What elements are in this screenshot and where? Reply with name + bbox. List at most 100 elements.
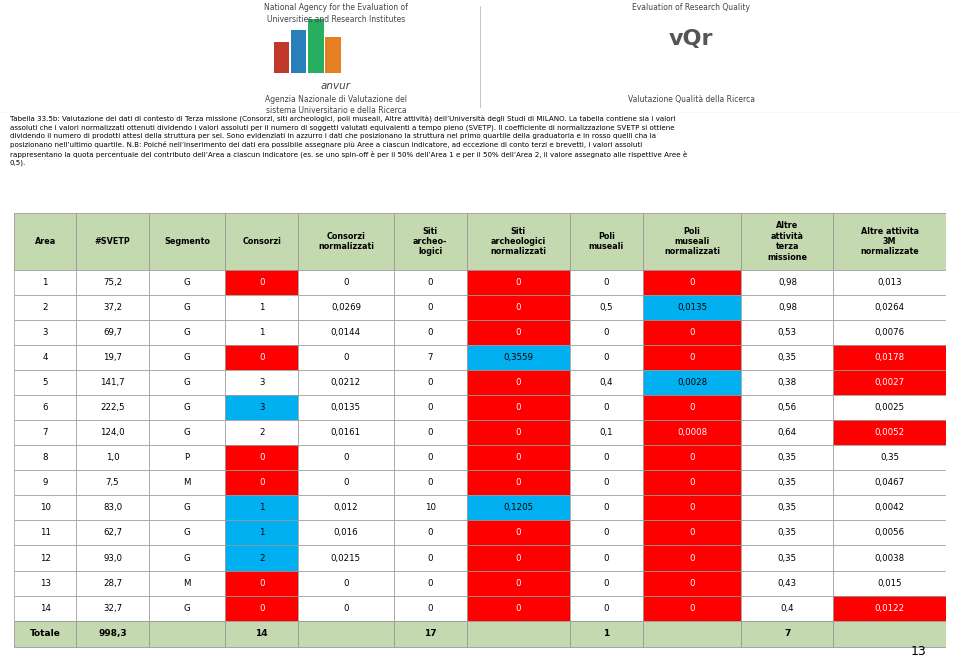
Text: 7,5: 7,5 xyxy=(106,479,119,487)
Bar xyxy=(741,470,833,495)
Text: Poli
museali
normalizzati: Poli museali normalizzati xyxy=(664,227,720,257)
Text: 998,3: 998,3 xyxy=(98,629,127,638)
Bar xyxy=(149,213,226,270)
Bar xyxy=(299,446,394,470)
Bar xyxy=(467,520,569,546)
Text: 0: 0 xyxy=(689,403,695,412)
Bar xyxy=(394,270,467,295)
Text: 83,0: 83,0 xyxy=(103,503,122,512)
Bar xyxy=(642,446,741,470)
Bar xyxy=(642,495,741,520)
Bar xyxy=(467,320,569,345)
Text: 10: 10 xyxy=(39,503,51,512)
Text: 0: 0 xyxy=(427,278,433,287)
Bar xyxy=(299,213,394,270)
Bar xyxy=(149,370,226,395)
Text: 0,0135: 0,0135 xyxy=(677,303,708,312)
Bar xyxy=(569,571,642,595)
Text: 0,015: 0,015 xyxy=(877,579,901,587)
Text: 13: 13 xyxy=(39,579,51,587)
Text: 0: 0 xyxy=(516,378,521,387)
Bar xyxy=(833,370,946,395)
Text: 0: 0 xyxy=(343,479,348,487)
Text: 0: 0 xyxy=(427,403,433,412)
Bar xyxy=(741,320,833,345)
Bar xyxy=(299,270,394,295)
Bar xyxy=(467,395,569,420)
Bar xyxy=(569,345,642,370)
Text: Segmento: Segmento xyxy=(164,237,210,246)
Text: 37,2: 37,2 xyxy=(103,303,122,312)
Text: Poli
museali: Poli museali xyxy=(588,232,624,251)
Text: 0,0212: 0,0212 xyxy=(331,378,361,387)
Bar xyxy=(642,320,741,345)
Bar xyxy=(76,420,149,446)
Text: 0: 0 xyxy=(604,603,609,613)
Text: 0: 0 xyxy=(259,278,265,287)
Bar xyxy=(642,420,741,446)
Text: 7: 7 xyxy=(42,428,48,438)
Text: 0: 0 xyxy=(343,603,348,613)
Text: 0: 0 xyxy=(427,328,433,337)
Bar xyxy=(76,571,149,595)
Bar xyxy=(14,320,76,345)
Text: Evaluation of Research Quality: Evaluation of Research Quality xyxy=(633,3,750,13)
Text: 0: 0 xyxy=(259,479,265,487)
Bar xyxy=(226,495,299,520)
Text: 0,0027: 0,0027 xyxy=(875,378,904,387)
Bar xyxy=(394,345,467,370)
Bar xyxy=(149,621,226,647)
Bar xyxy=(741,213,833,270)
Text: 69,7: 69,7 xyxy=(103,328,122,337)
Text: 0,64: 0,64 xyxy=(778,428,797,438)
Bar xyxy=(76,395,149,420)
Bar xyxy=(149,446,226,470)
Text: Consorzi
normalizzati: Consorzi normalizzati xyxy=(318,232,374,251)
Text: 0: 0 xyxy=(604,554,609,562)
Text: 0,012: 0,012 xyxy=(334,503,358,512)
Text: 93,0: 93,0 xyxy=(103,554,122,562)
Bar xyxy=(394,546,467,571)
Text: 0: 0 xyxy=(516,278,521,287)
Bar xyxy=(226,595,299,621)
Text: G: G xyxy=(183,378,190,387)
Bar xyxy=(14,295,76,320)
Text: 0,35: 0,35 xyxy=(778,453,797,462)
Text: 0: 0 xyxy=(689,579,695,587)
Bar xyxy=(833,320,946,345)
Text: 0: 0 xyxy=(604,528,609,538)
Bar xyxy=(569,395,642,420)
Text: 0: 0 xyxy=(689,554,695,562)
Bar xyxy=(394,370,467,395)
Text: 0,016: 0,016 xyxy=(334,528,358,538)
Text: G: G xyxy=(183,503,190,512)
Text: Consorzi: Consorzi xyxy=(242,237,281,246)
Bar xyxy=(642,295,741,320)
Text: 3: 3 xyxy=(259,378,265,387)
Bar xyxy=(299,595,394,621)
Text: 8: 8 xyxy=(42,453,48,462)
Text: 0: 0 xyxy=(343,453,348,462)
Text: 0,0144: 0,0144 xyxy=(331,328,361,337)
Bar xyxy=(226,395,299,420)
Text: Agenzia Nazionale di Valutazione del
sistema Universitario e della Ricerca: Agenzia Nazionale di Valutazione del sis… xyxy=(265,95,407,115)
Text: 0,38: 0,38 xyxy=(778,378,797,387)
Text: vQr: vQr xyxy=(669,29,713,50)
Text: 0,0042: 0,0042 xyxy=(875,503,904,512)
Bar xyxy=(467,470,569,495)
Bar xyxy=(833,571,946,595)
Bar xyxy=(299,345,394,370)
Bar xyxy=(467,213,569,270)
Bar xyxy=(149,345,226,370)
Text: 0: 0 xyxy=(689,528,695,538)
Text: 0: 0 xyxy=(516,603,521,613)
Bar xyxy=(149,420,226,446)
Text: 222,5: 222,5 xyxy=(100,403,125,412)
Text: 0: 0 xyxy=(259,603,265,613)
Bar xyxy=(149,546,226,571)
Text: 0: 0 xyxy=(516,453,521,462)
Text: 0,98: 0,98 xyxy=(778,278,797,287)
Text: 0: 0 xyxy=(259,453,265,462)
Text: 124,0: 124,0 xyxy=(100,428,125,438)
Text: 0: 0 xyxy=(604,353,609,362)
